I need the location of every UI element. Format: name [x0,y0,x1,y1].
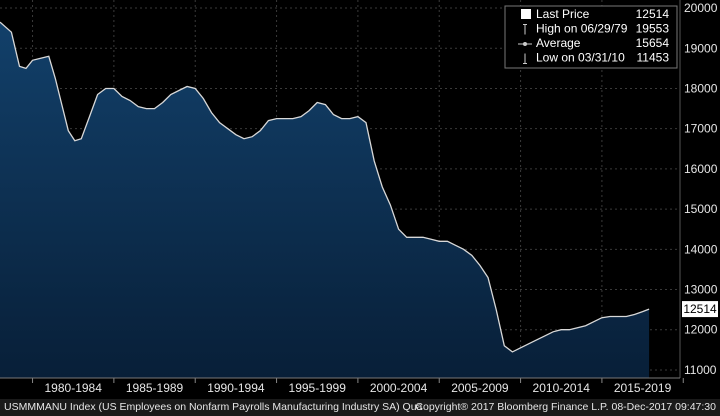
legend-label: High on 06/29/79 [536,22,628,36]
legend: Last Price 12514 High on 06/29/79 19553 Aver… [504,5,678,69]
legend-value: 12514 [636,7,670,21]
legend-marker-average [523,42,527,46]
x-tick-label: 2000-2004 [370,381,428,395]
x-axis: 1980-1984 1985-1989 1990-1994 1995-1999 2000… [0,377,684,395]
legend-value: 15654 [636,36,670,50]
y-tick-label: 20000 [684,1,718,15]
x-tick-label: 1990-1994 [207,381,265,395]
footer-copyright: Copyright® 2017 Bloomberg Finance L.P. 0… [415,401,716,413]
last-price-badge-bg [682,301,718,318]
legend-value: 11453 [637,51,670,65]
last-price-badge: 12514 [682,301,718,318]
legend-box [504,5,678,69]
legend-label: Low on 03/31/10 [536,51,625,65]
series-line [0,21,650,353]
x-tick-label: 1995-1999 [289,381,347,395]
footer-bar: USMMMANU Index (US Employees on Nonfarm … [0,399,720,416]
y-tick-label: 13000 [684,283,718,297]
x-tick-label: 2005-2009 [451,381,509,395]
y-tick-label: 11000 [684,363,717,377]
footer-index-description: USMMMANU Index (US Employees on Nonfarm … [4,401,423,413]
legend-label: Average [536,36,581,50]
x-tick-label: 1985-1989 [126,381,184,395]
area-chart: 11000 12000 13000 14000 15000 16000 17000 18000… [0,0,718,395]
y-tick-label: 15000 [684,202,718,216]
y-axis: 11000 12000 13000 14000 15000 16000 17000 18000… [679,0,718,378]
y-tick-label: 19000 [684,41,718,55]
area-fill [0,22,650,378]
x-tick-label: 2010-2014 [533,381,591,395]
legend-marker-last [521,9,531,19]
x-tick-label: 2015-2019 [614,381,672,395]
y-tick-label: 12000 [684,323,718,337]
legend-value: 19553 [636,22,670,36]
y-tick-label: 18000 [684,81,718,95]
y-tick-label: 17000 [684,122,718,136]
y-tick-label: 16000 [684,162,718,176]
last-price-badge-label: 12514 [683,302,717,316]
y-tick-label: 14000 [684,242,718,256]
legend-label: Last Price [536,7,590,21]
x-tick-label: 1980-1984 [45,381,103,395]
series-area [0,21,650,378]
